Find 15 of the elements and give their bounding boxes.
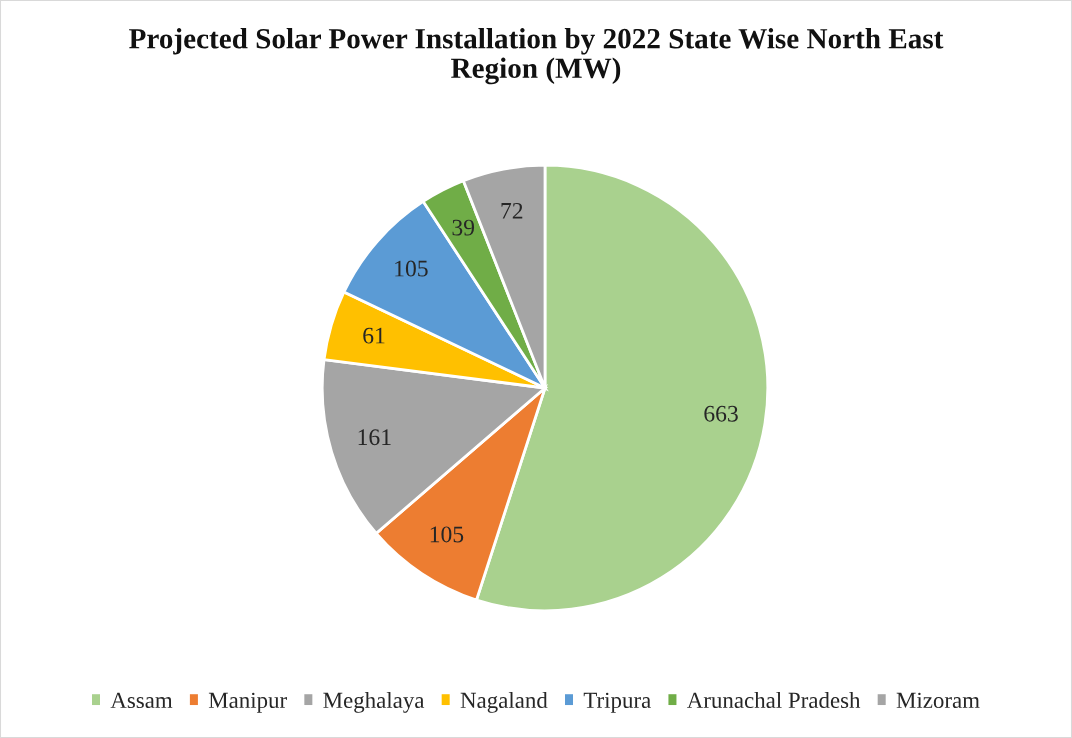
data-label: 72 <box>501 202 523 219</box>
chart-title: Projected Solar Power Installation by 2022 State Wise North East Region (MW) <box>129 28 944 85</box>
legend-label: Manipur <box>208 692 287 713</box>
data-label: 61 <box>363 327 385 344</box>
data-label: 105 <box>395 260 428 277</box>
data-label: 105 <box>430 526 464 543</box>
legend-label: Meghalaya <box>323 691 425 713</box>
legend-label: Assam <box>110 692 173 709</box>
legend-label: Tripura <box>583 692 651 713</box>
legend-label: Mizoram <box>896 692 980 709</box>
data-label: 663 <box>704 405 738 422</box>
data-label: 161 <box>358 429 391 446</box>
legend-label: Arunachal Pradesh <box>686 691 861 709</box>
data-label: 39 <box>452 219 475 236</box>
legend-label: Nagaland <box>460 691 548 713</box>
